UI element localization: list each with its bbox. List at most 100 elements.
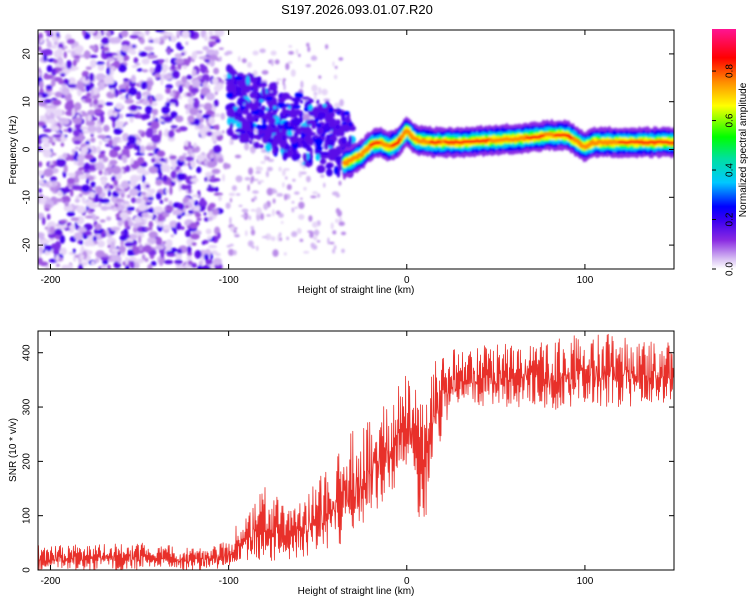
heatmap-blob	[200, 265, 211, 269]
colorbar-tick-label: 0.8	[725, 64, 736, 78]
heatmap-blob	[193, 200, 199, 207]
heatmap-blob	[67, 177, 75, 184]
heatmap-blob	[149, 67, 155, 73]
snr-xtick-label: 0	[404, 576, 410, 587]
heatmap-blob	[275, 126, 281, 135]
heatmap-blob	[78, 174, 87, 180]
heatmap-blob	[248, 167, 254, 175]
heatmap-blob	[52, 134, 62, 138]
heatmap-blob	[303, 114, 310, 122]
heatmap-blob	[161, 106, 170, 115]
heatmap-ytick-label: 10	[22, 96, 33, 108]
heatmap-blob	[332, 127, 339, 136]
heatmap-blob	[93, 99, 99, 105]
heatmap-blob	[201, 114, 211, 119]
heatmap-blob	[292, 117, 302, 127]
heatmap-blob	[144, 257, 149, 262]
heatmap-blob	[275, 210, 281, 215]
snr-ytick-label: 100	[22, 507, 33, 524]
heatmap-blob	[186, 255, 192, 261]
heatmap-blob	[299, 100, 304, 104]
heatmap-blob	[43, 74, 53, 80]
heatmap-blob	[98, 169, 103, 176]
heatmap-blob	[304, 106, 309, 113]
heatmap-blob	[132, 44, 136, 48]
heatmap-xtick-label: -100	[219, 275, 239, 286]
heatmap-blob	[44, 245, 53, 252]
heatmap-blob	[307, 159, 312, 163]
heatmap-blob	[225, 50, 233, 55]
heatmap-blob	[43, 54, 48, 62]
heatmap-blob	[54, 91, 63, 98]
heatmap-blob	[41, 137, 50, 143]
heatmap-blob	[53, 59, 58, 64]
heatmap-blob	[90, 181, 96, 188]
heatmap-blob	[238, 204, 243, 207]
heatmap-blob	[283, 252, 287, 256]
heatmap-blob	[169, 186, 173, 196]
heatmap-blob	[142, 191, 146, 196]
heatmap-blob	[71, 148, 76, 154]
heatmap-blob	[208, 245, 218, 249]
heatmap-blob	[71, 66, 79, 71]
heatmap-blob	[130, 260, 135, 269]
heatmap-blob	[78, 263, 84, 269]
heatmap-blob	[94, 193, 100, 203]
heatmap-blob	[204, 176, 208, 182]
heatmap-blob	[170, 125, 178, 129]
heatmap-blob	[147, 153, 155, 156]
heatmap-blob	[187, 115, 195, 123]
heatmap-blob	[125, 256, 129, 266]
heatmap-blob	[218, 194, 222, 202]
heatmap-blob	[79, 239, 84, 245]
heatmap-blob	[135, 101, 141, 105]
heatmap-blob	[175, 128, 182, 133]
heatmap-blob	[112, 120, 116, 129]
heatmap-blob	[129, 104, 138, 112]
heatmap-blob	[218, 131, 222, 136]
heatmap-blob	[327, 139, 335, 147]
heatmap-blob	[155, 236, 163, 246]
snr-panel: -200 -100 0 100 0 100 200 300 400 Height of stra…	[8, 330, 675, 597]
heatmap-blob	[100, 256, 109, 261]
heatmap-blob	[107, 264, 111, 269]
heatmap-blob	[174, 100, 179, 107]
heatmap-blob	[245, 99, 249, 105]
heatmap-cells	[38, 30, 674, 269]
heatmap-blob	[39, 80, 44, 90]
heatmap-blob	[341, 248, 345, 253]
heatmap-blob	[143, 94, 148, 102]
heatmap-blob	[316, 240, 321, 243]
heatmap-ytick-label: -10	[22, 190, 33, 205]
heatmap-blob	[129, 34, 140, 39]
heatmap-blob	[285, 176, 288, 180]
heatmap-blob	[185, 140, 189, 147]
ridge-peak	[436, 141, 442, 144]
heatmap-blob	[120, 30, 129, 38]
heatmap-blob	[176, 172, 185, 181]
colorbar: 0.0 0.2 0.4 0.6 0.8 Normalized spectral ampl…	[712, 29, 749, 276]
heatmap-blob	[233, 227, 238, 230]
heatmap-ytick-label: 20	[22, 48, 33, 60]
heatmap-blob	[94, 223, 102, 231]
heatmap-blob	[136, 92, 141, 99]
heatmap-blob	[294, 191, 300, 195]
heatmap-blob	[42, 149, 52, 158]
heatmap-blob	[267, 128, 273, 139]
heatmap-blob	[75, 195, 80, 200]
heatmap-blob	[294, 92, 304, 99]
heatmap-blob	[282, 78, 285, 86]
heatmap-blob	[113, 127, 123, 135]
heatmap-blob	[190, 233, 200, 240]
heatmap-blob	[140, 199, 146, 206]
heatmap-blob	[149, 188, 156, 194]
heatmap-blob	[286, 130, 293, 136]
heatmap-blob	[166, 205, 173, 212]
heatmap-blob	[279, 124, 285, 128]
heatmap-blob	[70, 223, 75, 231]
heatmap-blob	[277, 234, 280, 242]
heatmap-blob	[131, 74, 136, 83]
heatmap-blob	[135, 62, 141, 66]
heatmap-blob	[145, 184, 150, 188]
heatmap-blob	[70, 217, 80, 222]
